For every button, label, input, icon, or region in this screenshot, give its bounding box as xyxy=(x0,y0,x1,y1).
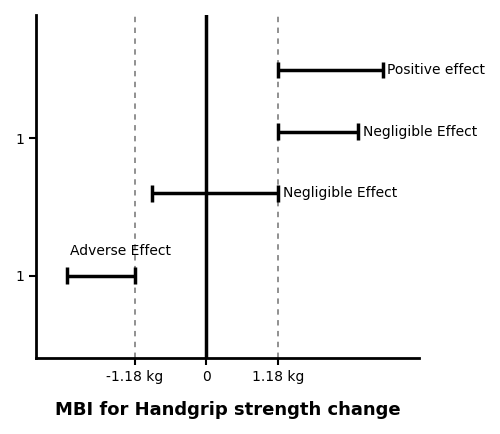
Text: Positive effect: Positive effect xyxy=(388,63,486,77)
Text: Adverse Effect: Adverse Effect xyxy=(70,244,171,258)
X-axis label: MBI for Handgrip strength change: MBI for Handgrip strength change xyxy=(55,401,401,419)
Text: Negligible Effect: Negligible Effect xyxy=(363,125,478,138)
Text: Negligible Effect: Negligible Effect xyxy=(283,186,397,200)
